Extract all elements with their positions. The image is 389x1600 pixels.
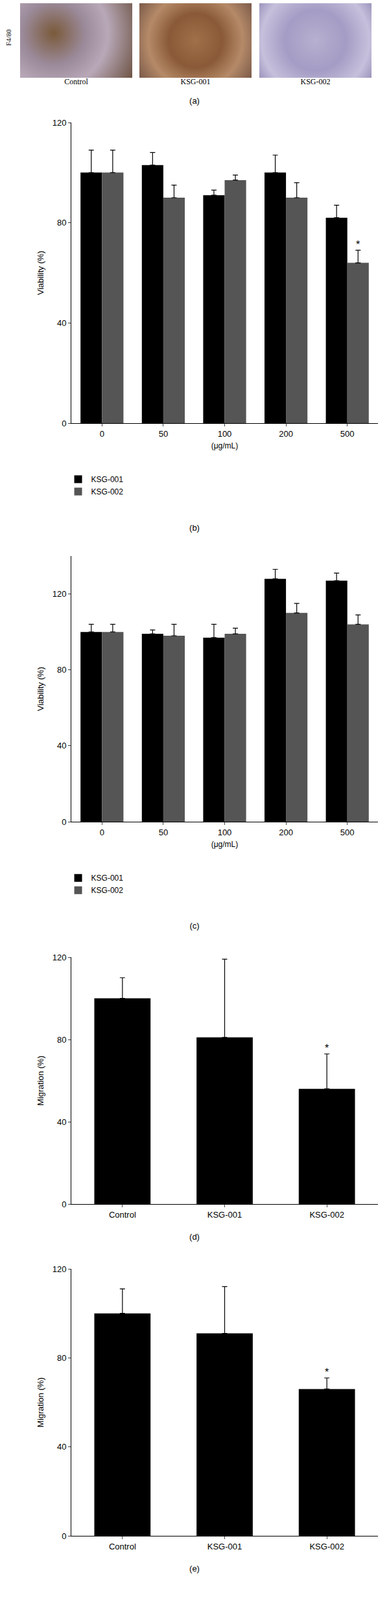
svg-text:KSG-002: KSG-002 (309, 1210, 344, 1221)
svg-text:(b): (b) (189, 523, 200, 533)
svg-text:40: 40 (57, 1442, 67, 1453)
svg-text:KSG-002: KSG-002 (91, 487, 124, 497)
svg-text:Viability (%): Viability (%) (35, 667, 46, 712)
svg-text:80: 80 (57, 217, 67, 228)
svg-text:(μg/mL): (μg/mL) (211, 840, 239, 850)
svg-text:0: 0 (61, 418, 67, 429)
svg-text:40: 40 (57, 1117, 67, 1128)
svg-text:(e): (e) (189, 1564, 200, 1575)
svg-text:0: 0 (99, 429, 105, 439)
svg-text:200: 200 (278, 827, 294, 838)
svg-text:(c): (c) (189, 921, 200, 932)
svg-text:120: 120 (52, 117, 67, 128)
svg-text:80: 80 (57, 665, 67, 675)
html-text:(a): (a) (189, 95, 200, 106)
svg-text:KSG-002: KSG-002 (91, 886, 124, 896)
html-text:KSG-002: KSG-002 (300, 77, 331, 87)
svg-text:100: 100 (217, 827, 233, 838)
svg-text:Migration (%): Migration (%) (35, 1377, 46, 1428)
svg-text:0: 0 (99, 827, 105, 838)
svg-text:120: 120 (52, 1264, 67, 1275)
svg-text:(μg/mL): (μg/mL) (211, 441, 239, 451)
svg-text:KSG-001: KSG-001 (207, 1542, 242, 1553)
svg-text:0: 0 (61, 817, 67, 828)
svg-text:100: 100 (217, 429, 233, 439)
svg-text:Control: Control (108, 1210, 137, 1221)
svg-text:(d): (d) (189, 1232, 200, 1243)
svg-text:500: 500 (340, 429, 355, 439)
svg-text:40: 40 (57, 318, 67, 329)
svg-text:120: 120 (52, 953, 67, 963)
svg-text:KSG-001: KSG-001 (207, 1210, 242, 1221)
html-text:F4/80: F4/80 (4, 29, 13, 46)
svg-text:0: 0 (61, 1200, 67, 1210)
svg-text:KSG-001: KSG-001 (91, 475, 124, 485)
svg-text:50: 50 (158, 429, 168, 439)
svg-text:500: 500 (340, 827, 355, 838)
svg-text:KSG-002: KSG-002 (309, 1542, 344, 1553)
svg-text:Migration (%): Migration (%) (35, 1056, 46, 1107)
svg-text:*: * (324, 1367, 329, 1379)
svg-text:*: * (324, 1043, 329, 1055)
html-text:Control: Control (64, 77, 89, 87)
html-text:KSG-001: KSG-001 (180, 77, 211, 87)
svg-text:Viability (%): Viability (%) (35, 250, 46, 295)
svg-text:KSG-001: KSG-001 (91, 873, 124, 884)
svg-text:80: 80 (57, 1353, 67, 1364)
svg-text:80: 80 (57, 1035, 67, 1046)
svg-text:0: 0 (61, 1532, 67, 1542)
svg-text:*: * (355, 239, 360, 251)
svg-text:50: 50 (158, 827, 168, 838)
svg-text:200: 200 (278, 429, 294, 439)
svg-text:Control: Control (108, 1542, 137, 1553)
svg-text:40: 40 (57, 741, 67, 751)
svg-text:120: 120 (52, 589, 67, 600)
